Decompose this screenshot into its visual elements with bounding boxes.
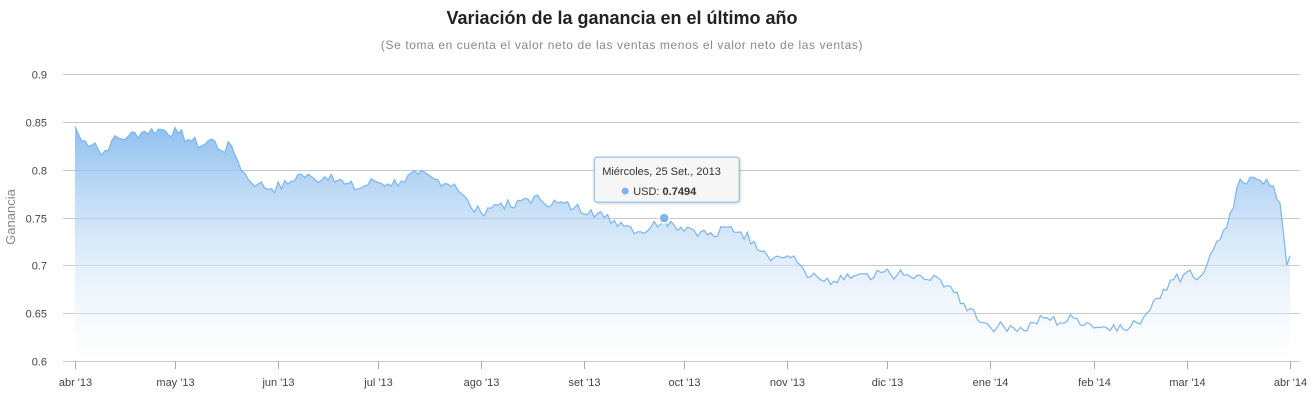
x-tick-label: set '13: [568, 377, 600, 389]
tooltip-value: 0.7494: [663, 186, 698, 198]
x-tick-label: nov '13: [770, 377, 805, 389]
y-tick-label: 0.6: [32, 357, 47, 369]
x-axis-ticks: abr '13 may '13 jun '13 jul '13 ago '13 set '…: [59, 361, 1307, 389]
x-tick-label: feb '14: [1078, 377, 1111, 389]
tooltip-series-name: USD: [633, 186, 656, 198]
y-tick-label: 0.65: [26, 309, 47, 321]
chart-title: Variación de la ganancia en el último añ…: [446, 8, 797, 28]
y-axis-ticks: 0.6 0.65 0.7 0.75 0.8 0.85 0.9: [26, 70, 47, 369]
y-tick-label: 0.8: [32, 166, 47, 178]
y-tick-label: 0.7: [32, 261, 47, 273]
tooltip-separator: :: [656, 186, 662, 198]
x-tick-label: dic '13: [872, 377, 903, 389]
x-tick-label: ago '13: [464, 377, 500, 389]
x-tick-label: abr '13: [59, 377, 92, 389]
x-tick-label: mar '14: [1169, 377, 1205, 389]
tooltip-series-line: USD: 0.7494: [633, 186, 697, 198]
chart-subtitle: (Se toma en cuenta el valor neto de las …: [381, 38, 863, 52]
tooltip: Miércoles, 25 Set., 2013 USD: 0.7494: [593, 156, 740, 203]
x-tick-label: jul '13: [363, 377, 392, 389]
highlight-point: [658, 212, 670, 224]
x-tick-label: may '13: [156, 377, 194, 389]
x-tick-label: jun '13: [261, 377, 294, 389]
series-line-usd: [74, 126, 1291, 333]
y-axis-label: Ganancia: [3, 188, 18, 244]
series-layer: [74, 126, 1291, 361]
y-tick-label: 0.9: [32, 70, 47, 82]
y-tick-label: 0.75: [26, 214, 47, 226]
x-tick-label: abr '14: [1274, 377, 1307, 389]
series-area-usd: [75, 126, 1290, 361]
tooltip-series-marker: [621, 187, 629, 195]
y-tick-label: 0.85: [26, 118, 47, 130]
x-tick-label: oct '13: [668, 377, 700, 389]
tooltip-date: Miércoles, 25 Set., 2013: [602, 166, 721, 178]
x-tick-label: ene '14: [973, 377, 1009, 389]
tooltip-box: [593, 156, 740, 203]
